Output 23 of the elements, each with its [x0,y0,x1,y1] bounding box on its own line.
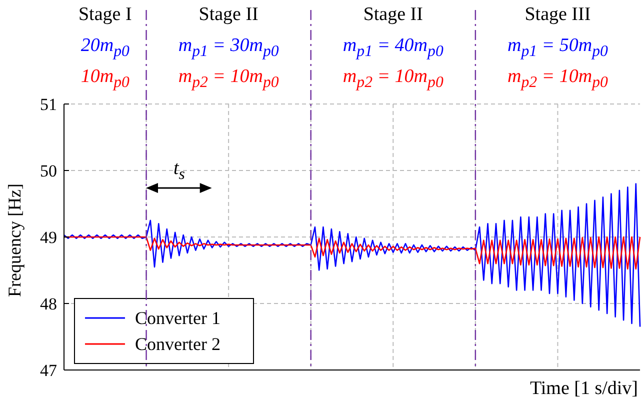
text: m$_{p1}$ = 40m$_{p0}$ [342,35,444,61]
text: m$_{p2}$ = 10m$_{p0}$ [342,66,444,92]
legend-label: Converter 2 [135,333,220,356]
text: m$_{p2}$ = 10m$_{p0}$ [506,66,609,92]
y-tick-label: 49 [40,228,57,248]
text: Stage I [77,4,133,26]
annotation: t$_{s}$ [172,158,186,184]
y-tick-label: 50 [40,162,57,181]
x-axis-title: Time [1 s/div] [530,378,638,400]
y-tick-label: 47 [40,361,58,380]
text: 10m$_{p0}$ [80,66,130,91]
line-series [63,183,641,328]
text: Stage II [198,4,260,26]
y-axis-title: Frequency [Hz] [4,184,24,297]
text: m$_{p1}$ = 30m$_{p0}$ [177,35,280,61]
text: m$_{p1}$ = 50m$_{p0}$ [506,35,609,61]
text: Stage II [362,4,424,26]
text: m$_{p2}$ = 10m$_{p0}$ [177,66,280,92]
y-tick-label: 51 [40,95,57,114]
text: Stage III [524,4,592,26]
y-tick-label: 48 [40,294,57,314]
legend-label: Converter 1 [135,307,220,330]
text: 20m$_{p0}$ [80,35,130,60]
